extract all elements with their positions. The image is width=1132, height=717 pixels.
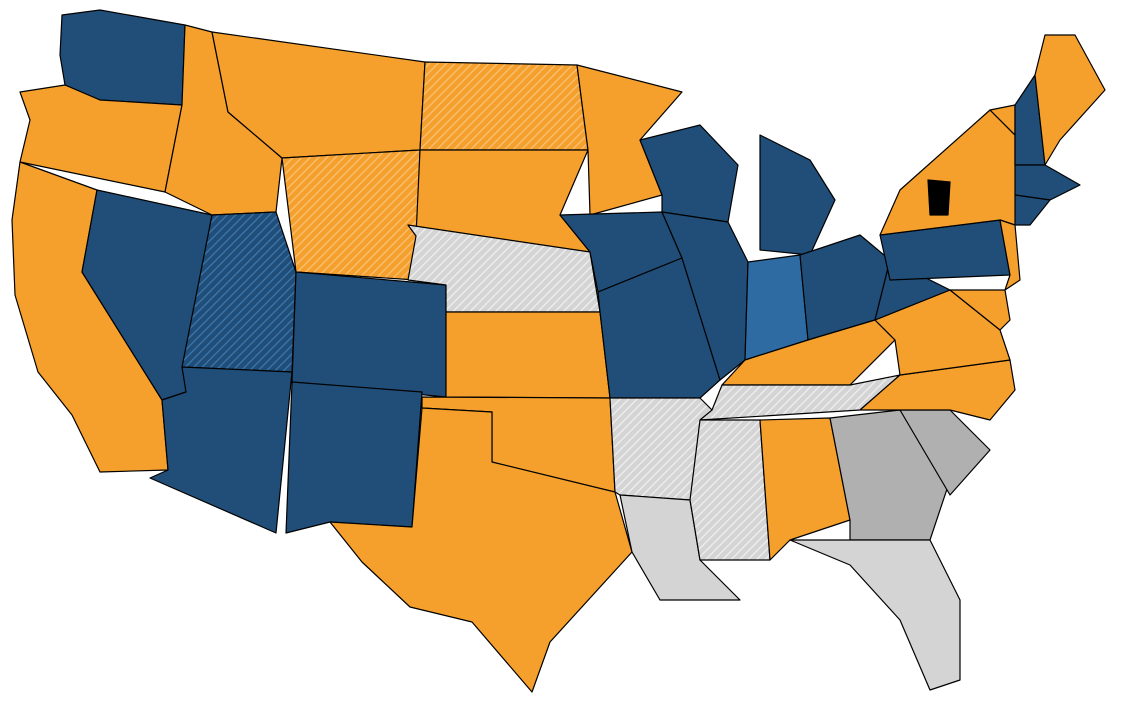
region-ny bbox=[879, 109, 1021, 236]
region-ma bbox=[1014, 164, 1081, 201]
region-mi bbox=[759, 134, 836, 256]
region-fl bbox=[789, 539, 961, 691]
region-nd bbox=[419, 61, 589, 151]
region-al bbox=[759, 417, 851, 561]
region-ks bbox=[445, 311, 611, 399]
region-ct bbox=[1014, 194, 1051, 226]
region-ny-district bbox=[927, 179, 951, 216]
region-nj bbox=[999, 219, 1021, 291]
region-az bbox=[149, 366, 293, 534]
region-wi bbox=[639, 124, 739, 223]
states-layer bbox=[11, 9, 1106, 693]
region-ms bbox=[689, 419, 771, 561]
region-nm bbox=[285, 381, 423, 534]
region-me bbox=[1034, 34, 1106, 166]
region-wy bbox=[281, 149, 421, 281]
region-co bbox=[291, 271, 447, 398]
region-md bbox=[949, 289, 1011, 331]
